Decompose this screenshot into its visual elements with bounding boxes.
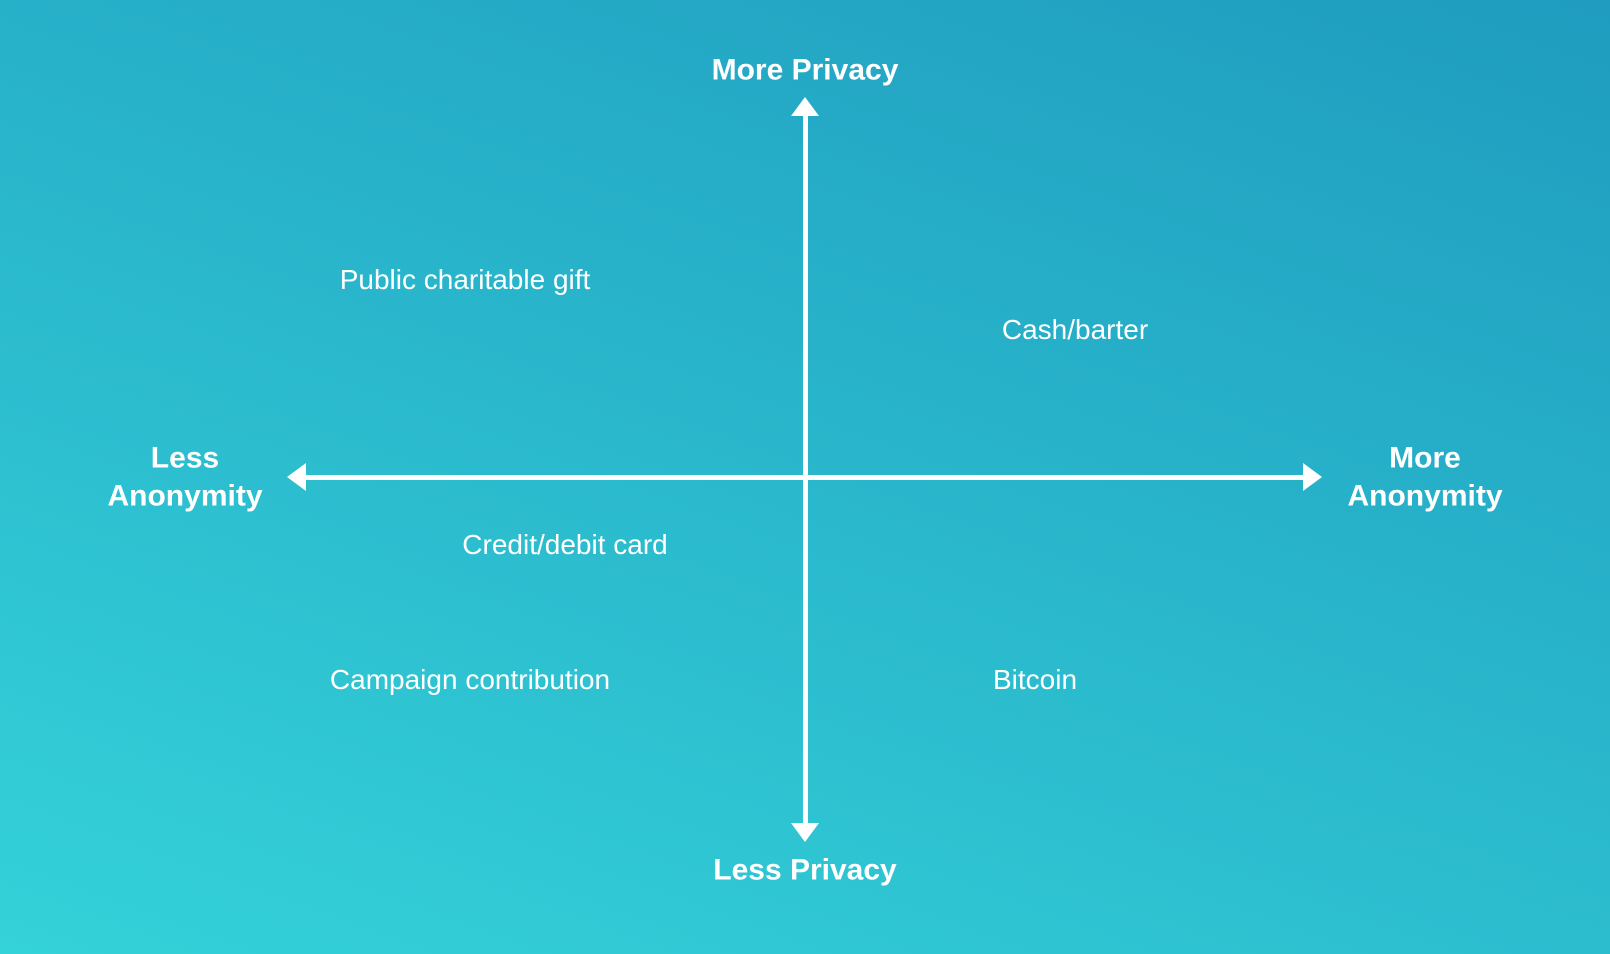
item-cash-barter: Cash/barter <box>1002 314 1148 346</box>
vertical-axis <box>803 115 808 825</box>
quadrant-diagram: More Privacy Less Privacy Less Anonymity… <box>0 0 1610 954</box>
axis-label-left: Less Anonymity <box>107 440 262 515</box>
axis-label-bottom: Less Privacy <box>713 851 896 889</box>
arrow-up-icon <box>791 97 819 116</box>
arrow-left-icon <box>287 463 306 491</box>
axis-label-right: More Anonymity <box>1347 440 1502 515</box>
arrow-right-icon <box>1303 463 1322 491</box>
item-campaign-contribution: Campaign contribution <box>330 664 610 696</box>
item-bitcoin: Bitcoin <box>993 664 1077 696</box>
horizontal-axis <box>305 475 1305 480</box>
item-credit-debit-card: Credit/debit card <box>462 529 667 561</box>
axis-label-top: More Privacy <box>712 51 899 89</box>
arrow-down-icon <box>791 823 819 842</box>
item-public-charitable-gift: Public charitable gift <box>340 264 591 296</box>
